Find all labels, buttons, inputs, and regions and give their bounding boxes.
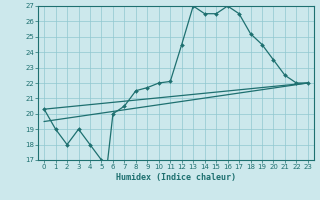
X-axis label: Humidex (Indice chaleur): Humidex (Indice chaleur): [116, 173, 236, 182]
